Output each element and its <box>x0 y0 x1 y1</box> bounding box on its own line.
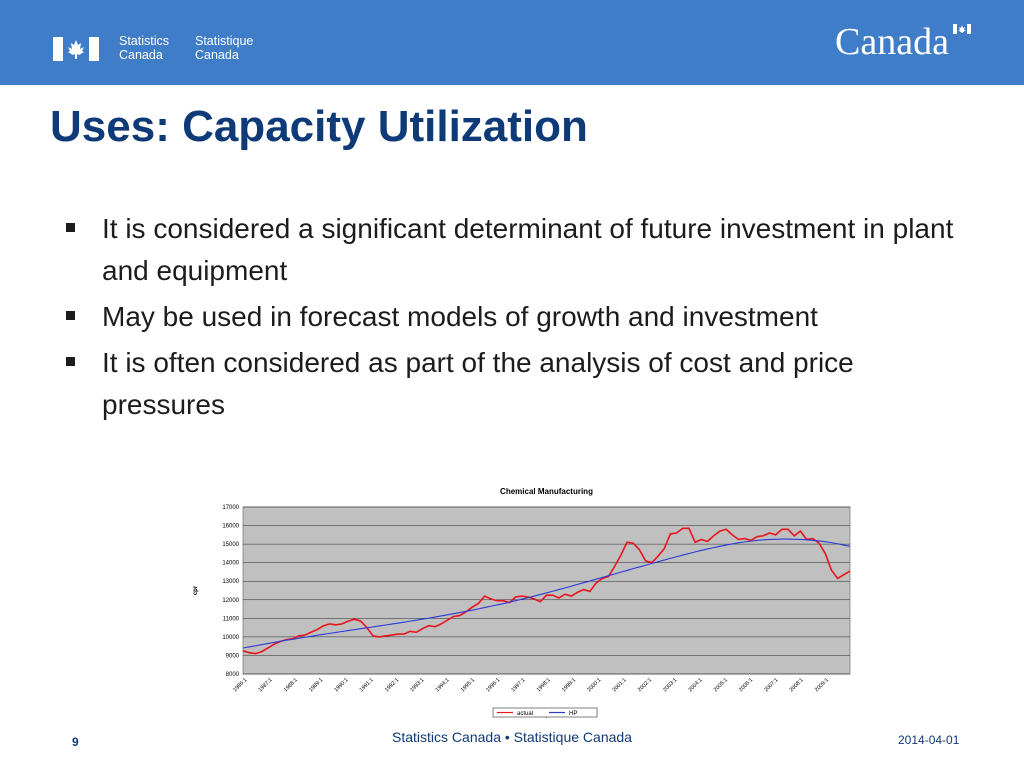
x-tick-label: 2003:1 <box>662 677 678 693</box>
x-tick-label: 1997:1 <box>510 677 526 693</box>
page-title: Uses: Capacity Utilization <box>50 102 588 151</box>
x-tick-label: 1993:1 <box>409 677 425 693</box>
x-tick-label: 1995:1 <box>460 677 476 693</box>
x-tick-label: 2000:1 <box>586 677 602 693</box>
bullet-square-icon <box>66 223 75 232</box>
bullet-item: It is considered a significant determina… <box>60 208 960 292</box>
y-tick-label: 16000 <box>222 524 239 530</box>
series-line-actual <box>242 527 851 655</box>
legend-box <box>492 707 598 718</box>
x-tick-label: 2006:1 <box>738 677 754 693</box>
x-tick-label: 1988:1 <box>283 677 299 693</box>
y-tick-label: 11000 <box>223 616 240 622</box>
x-tick-label: 1990:1 <box>333 677 349 693</box>
y-tick-label: 17000 <box>222 505 239 511</box>
bullet-item: May be used in forecast models of growth… <box>60 296 960 338</box>
legend-label-hp: HP <box>569 711 577 717</box>
x-tick-label: 2004:1 <box>688 677 704 693</box>
y-axis-label: cpr <box>193 585 199 595</box>
canada-flag-icon <box>53 37 99 61</box>
y-tick-label: 13000 <box>222 579 239 585</box>
chart-title: Chemical Manufacturing <box>500 487 593 496</box>
x-tick-label: 2007:1 <box>763 677 779 693</box>
page-number: 9 <box>72 735 79 749</box>
x-tick-label: 1987:1 <box>258 677 274 693</box>
bullet-square-icon <box>66 311 75 320</box>
line-chart: Chemical Manufacturing 8000 9000 10000 11000… <box>193 487 851 718</box>
x-tick-label: 1991:1 <box>359 677 375 693</box>
x-tick-label: 1999:1 <box>561 677 577 693</box>
x-tick-label: 2002:1 <box>637 677 653 693</box>
x-tick-label: 2008:1 <box>789 677 805 693</box>
org-name-en: Statistics Canada <box>119 34 170 62</box>
bullet-item: It is often considered as part of the an… <box>60 342 960 426</box>
x-tick-label: 1989:1 <box>308 677 324 693</box>
x-tick-label: 2005:1 <box>713 677 729 693</box>
y-tick-label: 8000 <box>226 672 240 678</box>
x-tick-label: 1996:1 <box>485 677 501 693</box>
y-tick-label: 10000 <box>222 635 239 641</box>
x-tick-label: 2009:1 <box>814 677 830 693</box>
canada-wordmark: Canada <box>835 21 949 63</box>
wordmark-flag-icon <box>953 24 971 34</box>
x-tick-label: 1992:1 <box>384 677 400 693</box>
plot-area <box>242 506 851 675</box>
series-line-hp <box>242 538 851 649</box>
footer-center-text: Statistics Canada • Statistique Canada <box>392 729 632 745</box>
org-name-fr: Statistique Canada <box>195 34 254 62</box>
x-tick-label: 1994:1 <box>435 677 451 693</box>
y-tick-label: 14000 <box>222 561 239 567</box>
header-bar: Statistics Canada Statistique Canada Can… <box>0 0 1024 85</box>
bullet-square-icon <box>66 357 75 366</box>
y-tick-label: 9000 <box>226 653 240 659</box>
bullet-list: It is considered a significant determina… <box>60 208 960 430</box>
y-tick-label: 15000 <box>222 542 239 548</box>
x-tick-label: 2001:1 <box>612 677 628 693</box>
footer-date: 2014-04-01 <box>898 733 960 747</box>
x-tick-label: 1986:1 <box>232 677 248 693</box>
legend-label-actual: actual <box>517 711 533 717</box>
y-tick-label: 12000 <box>222 598 239 604</box>
x-tick-label: 1998:1 <box>536 677 552 693</box>
